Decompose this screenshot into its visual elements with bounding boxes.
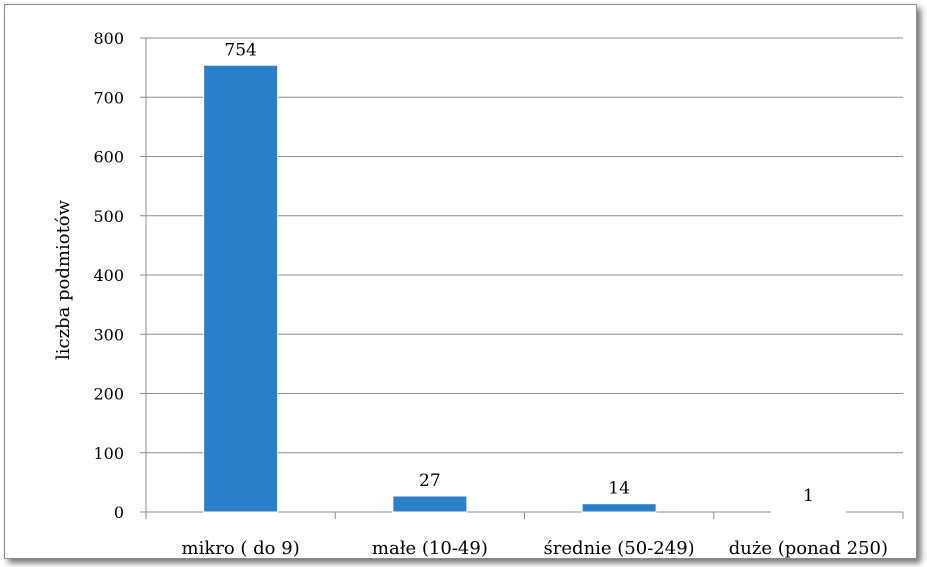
x-axis: mikro ( do 9) małe (10-49) średnie (50-249… [145, 512, 904, 559]
y-tick-label: 0 [114, 503, 124, 522]
data-label: 754 [224, 40, 256, 60]
data-label: 1 [803, 486, 814, 506]
y-tick-label: 300 [93, 325, 124, 344]
y-axis-label: liczba podmiotów [53, 199, 74, 360]
data-label: 14 [608, 479, 630, 499]
chart-frame [4, 4, 917, 559]
y-tick-label: 100 [93, 444, 124, 463]
bar-2 [392, 495, 468, 513]
bar-1 [203, 64, 279, 513]
y-tick-label: 800 [93, 29, 124, 48]
y-axis-ticks: 0 100 200 300 400 500 600 700 800 [93, 29, 147, 522]
bars: 754 27 14 1 [203, 40, 846, 513]
category-label: duże (ponad 250) [729, 538, 888, 559]
y-tick-label: 200 [93, 385, 124, 404]
bar-3 [581, 503, 657, 513]
y-tick-label: 600 [93, 148, 124, 167]
data-label: 27 [419, 471, 441, 491]
category-label: mikro ( do 9) [182, 538, 300, 559]
y-tick-label: 500 [93, 207, 124, 226]
category-label: średnie (50-249) [544, 538, 695, 559]
bar-4 [770, 510, 846, 513]
category-label: małe (10-49) [372, 538, 488, 559]
y-tick-label: 400 [93, 266, 124, 285]
y-tick-label: 700 [93, 88, 124, 107]
